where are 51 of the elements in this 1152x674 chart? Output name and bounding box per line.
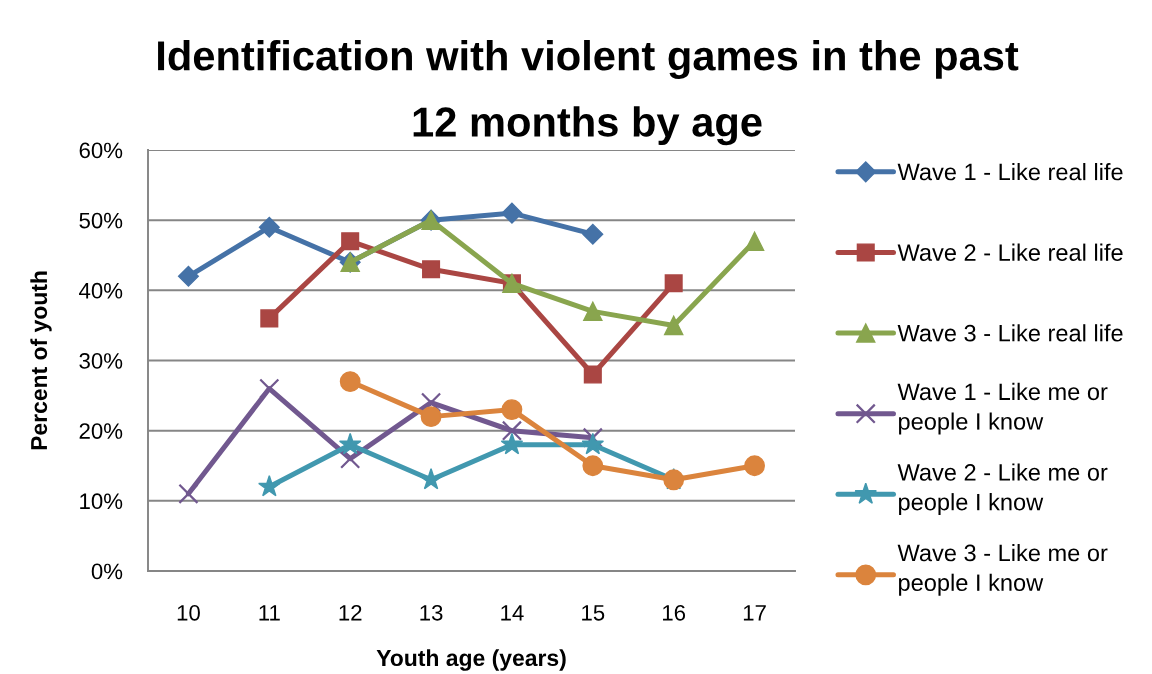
point	[744, 231, 765, 251]
legend-label: Wave 3 - Like real life	[897, 324, 1123, 342]
x-tick-label: 15	[582, 605, 605, 621]
y-axis-title: Percent of youth	[30, 271, 52, 450]
legend-label: Wave 2 - Like me or people I know	[897, 463, 1108, 516]
point	[500, 432, 524, 455]
point	[258, 216, 280, 238]
point	[422, 260, 441, 279]
chart-title: Identification with violent games in the past 12 months by age	[158, 40, 1019, 146]
point	[581, 432, 605, 455]
legend-label: Wave 3 - Like me or people I know	[897, 543, 1108, 596]
x-tick-label: 12	[339, 604, 362, 621]
y-tick-label: 30%	[79, 353, 123, 369]
x-tick-label: 16	[663, 604, 686, 621]
y-tick-label: 40%	[79, 282, 123, 299]
point	[258, 474, 281, 497]
point	[259, 378, 280, 399]
point	[744, 455, 765, 477]
point	[583, 365, 602, 384]
x-tick-label: 10	[177, 604, 200, 621]
point	[419, 467, 443, 490]
point	[341, 232, 360, 251]
legend-label: Wave 2 - Like real life	[897, 243, 1123, 261]
point	[583, 301, 603, 322]
point	[420, 406, 442, 428]
y-tick-label: 10%	[80, 493, 123, 510]
point	[501, 399, 523, 421]
x-tick-label: 17	[743, 605, 766, 621]
y-tick-label: 60%	[79, 142, 123, 159]
point	[340, 448, 361, 469]
point	[582, 455, 604, 477]
x-axis-title: Youth age (years)	[376, 649, 566, 671]
point	[582, 223, 604, 245]
y-tick-label: 20%	[79, 423, 123, 439]
point	[339, 371, 361, 392]
legend-label: Wave 1 - Like me or people I know	[897, 382, 1108, 435]
x-tick-label: 11	[259, 605, 280, 621]
x-tick-label: 13	[420, 604, 443, 621]
point	[663, 315, 684, 336]
y-tick-label: 0%	[91, 563, 123, 580]
point	[501, 202, 523, 224]
point	[338, 432, 362, 455]
point	[420, 392, 442, 413]
point	[501, 420, 523, 441]
point	[177, 265, 199, 287]
x-tick-label: 14	[501, 605, 524, 621]
point	[178, 483, 199, 504]
point	[260, 309, 279, 328]
y-tick-label: 50%	[79, 212, 123, 229]
legend-label: Wave 1 - Like real life	[897, 163, 1123, 181]
point	[664, 274, 683, 293]
